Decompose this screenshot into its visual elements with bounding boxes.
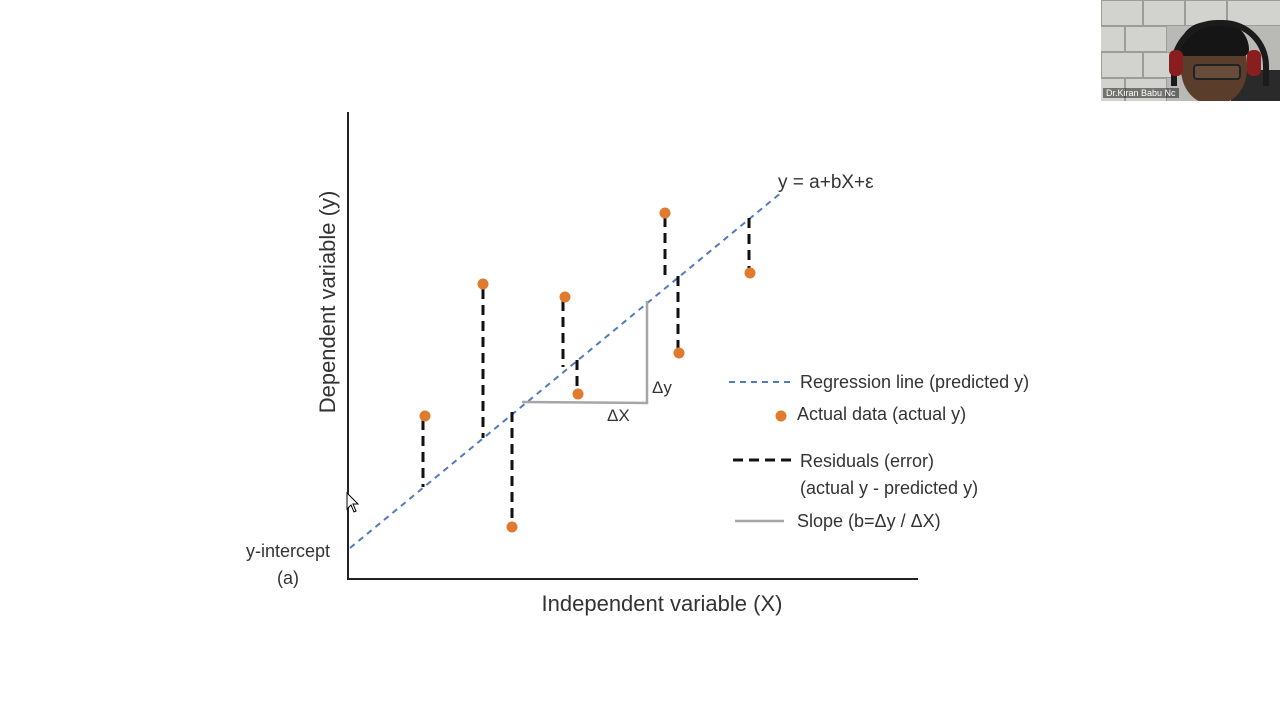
legend-regression-label: Regression line (predicted y) — [800, 372, 1029, 392]
residuals — [421, 217, 751, 522]
headphone-ear-left — [1169, 50, 1183, 76]
webcam-video-tile[interactable]: Dr.Kiran Babu Nc — [1101, 0, 1280, 101]
delta-y-label: Δy — [652, 378, 672, 397]
wall-brick — [1101, 0, 1143, 26]
wall-brick — [1227, 0, 1280, 26]
participant-name: Dr.Kiran Babu Nc — [1103, 88, 1179, 98]
data-point-2 — [477, 278, 489, 290]
legend-slope-label: Slope (b=Δy / ΔX) — [797, 511, 941, 531]
data-point-4 — [559, 291, 571, 303]
delta-x-label: ΔX — [607, 406, 630, 425]
legend-residuals-label: Residuals (error) — [800, 451, 934, 471]
headphone-ear-right — [1247, 50, 1261, 76]
data-point-8 — [744, 267, 756, 279]
data-point-3 — [506, 521, 518, 533]
y-axis-title: Dependent variable (y) — [315, 191, 340, 414]
wall-brick — [1125, 78, 1167, 101]
data-point-6 — [659, 207, 671, 219]
data-point-1 — [419, 410, 431, 422]
data-point-7 — [673, 347, 685, 359]
wall-brick — [1143, 0, 1185, 26]
legend-actual-swatch — [775, 410, 787, 422]
wall-brick — [1101, 26, 1125, 52]
x-axis-title: Independent variable (X) — [542, 591, 783, 616]
person-glasses — [1193, 64, 1241, 80]
mouse-cursor-icon — [346, 491, 360, 513]
wall-brick — [1101, 78, 1125, 101]
legend: Regression line (predicted y) Actual dat… — [729, 372, 1029, 531]
data-point-5 — [572, 388, 584, 400]
wall-brick — [1125, 26, 1167, 52]
equation-label: y = a+bX+ε — [778, 172, 874, 193]
y-intercept-symbol: (a) — [277, 568, 299, 588]
wall-brick — [1101, 52, 1143, 78]
legend-residuals-sublabel: (actual y - predicted y) — [800, 478, 978, 498]
slope-triangle — [521, 301, 649, 405]
regression-line — [349, 191, 783, 549]
data-points — [419, 207, 756, 533]
legend-actual-label: Actual data (actual y) — [797, 404, 966, 424]
y-intercept-label: y-intercept — [246, 541, 330, 561]
